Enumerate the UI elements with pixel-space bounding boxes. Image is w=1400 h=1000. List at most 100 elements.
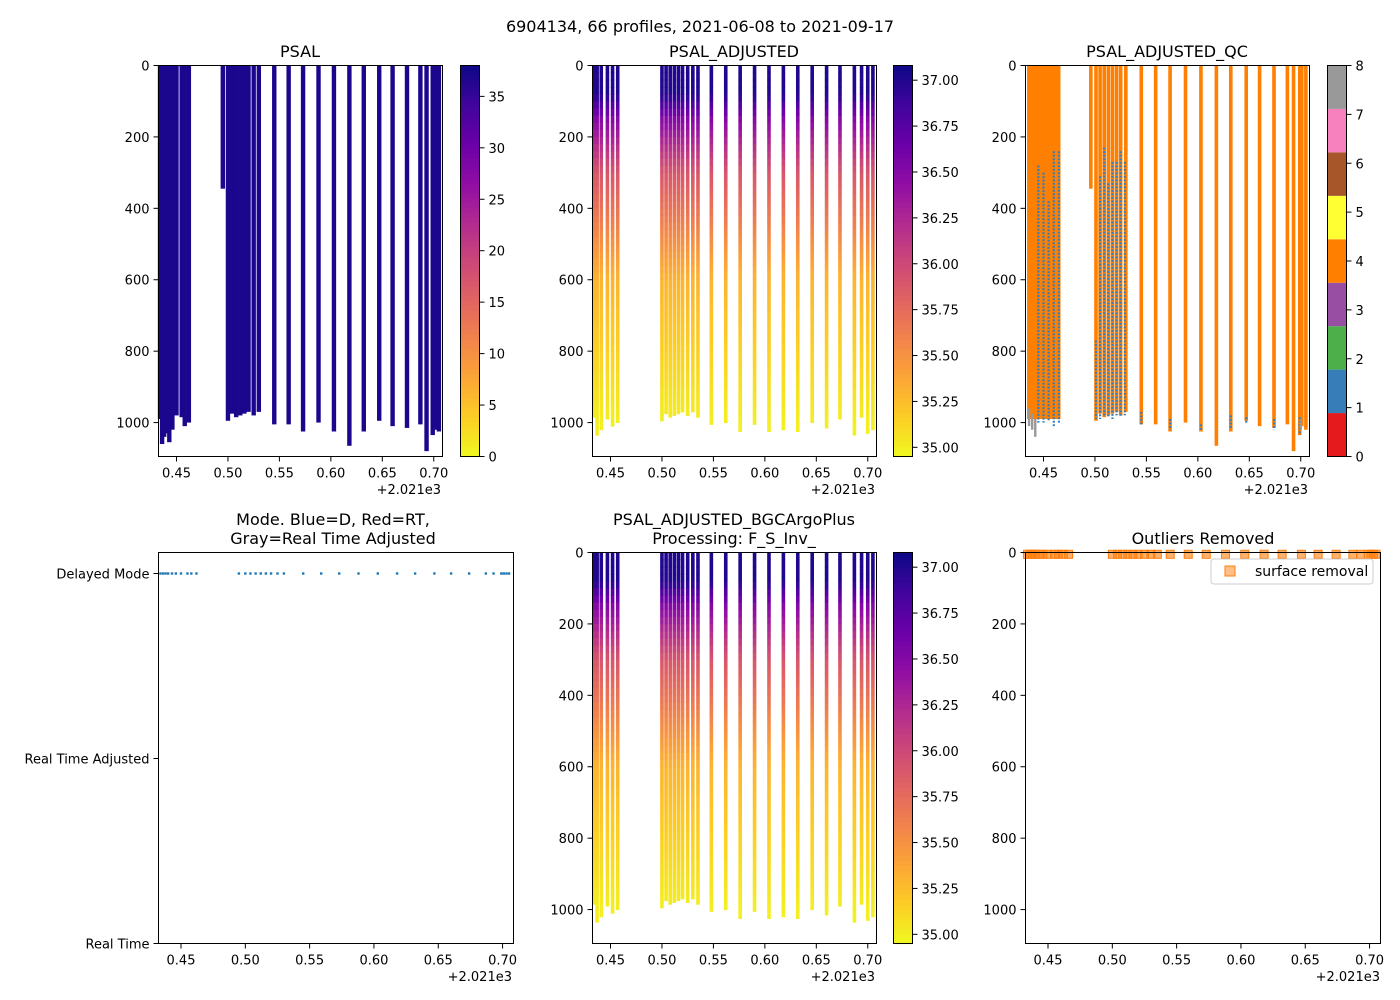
- colorbar-segment: [893, 314, 913, 321]
- profile-segment: [691, 831, 695, 839]
- profile-segment: [865, 595, 870, 603]
- profile-segment: [738, 802, 742, 811]
- profile-segment: [685, 201, 690, 209]
- profile-segment: [709, 866, 714, 875]
- profile-segment: [615, 194, 620, 202]
- profile-segment: [595, 401, 599, 409]
- profile-segment: [676, 122, 681, 131]
- profile-segment: [767, 229, 771, 238]
- profile-segment: [865, 122, 870, 131]
- profile-segment: [685, 795, 690, 803]
- profile-segment: [696, 652, 700, 661]
- profile-segment: [738, 229, 742, 238]
- profile-segment: [599, 902, 604, 911]
- profile-segment: [696, 79, 700, 88]
- profile-segment: [664, 401, 668, 409]
- x-offset-label: +2.021e3: [811, 970, 875, 985]
- profile-segment: [709, 136, 714, 145]
- profile-segment: [738, 709, 742, 718]
- profile-segment: [709, 602, 714, 611]
- profile-segment: [615, 179, 620, 188]
- profile-segment: [685, 652, 690, 661]
- profile-segment: [599, 623, 604, 632]
- profile-segment: [859, 845, 864, 853]
- profile-bar: [331, 65, 337, 432]
- profile-segment: [691, 408, 695, 413]
- colorbar-segment: [893, 933, 913, 940]
- profile-segment: [767, 823, 771, 832]
- colorbar-segment: [460, 285, 480, 291]
- outlier-point: [1259, 549, 1269, 559]
- profile-segment: [672, 602, 677, 611]
- y-tick-label: 400: [992, 689, 1017, 704]
- colorbar-segment: [460, 270, 480, 277]
- profile-segment: [709, 616, 714, 625]
- profile-segment: [859, 702, 864, 711]
- profile-segment: [615, 838, 620, 846]
- colorbar-segment: [893, 363, 913, 370]
- profile-segment: [664, 151, 668, 159]
- profile-segment: [680, 759, 685, 768]
- profile-segment: [605, 702, 610, 711]
- profile-segment: [664, 201, 668, 209]
- profile-segment: [610, 158, 615, 166]
- profile-segment: [660, 315, 664, 324]
- colorbar-segment: [893, 840, 913, 847]
- colorbar-segment: [893, 143, 913, 150]
- profile-segment: [615, 151, 620, 159]
- profile-segment: [668, 573, 672, 582]
- profile-segment: [781, 831, 786, 839]
- profile-segment: [676, 731, 681, 739]
- profile-segment: [738, 645, 742, 653]
- profile-segment: [605, 229, 610, 238]
- colorbar-segment: [893, 796, 913, 803]
- profile-segment: [668, 559, 672, 568]
- profile-segment: [664, 265, 668, 274]
- profile-segment: [865, 859, 870, 868]
- profile-segment: [723, 816, 728, 825]
- profile-segment: [723, 208, 728, 216]
- profile-segment: [660, 322, 664, 331]
- mode-point: [179, 572, 183, 575]
- colorbar-segment: [893, 660, 913, 666]
- profile-segment: [592, 372, 596, 381]
- profile-segment: [838, 616, 842, 625]
- colorbar-segment: [460, 417, 480, 423]
- profile-segment: [781, 795, 786, 803]
- profile-segment: [592, 588, 596, 596]
- profile-segment: [810, 136, 814, 145]
- profile-segment: [672, 365, 677, 374]
- profile-segment: [767, 716, 771, 725]
- colorbar-segment: [893, 767, 913, 774]
- profile-segment: [852, 738, 857, 746]
- profile-segment: [685, 738, 690, 746]
- profile-segment: [709, 745, 714, 753]
- profile-segment: [605, 573, 610, 582]
- profile-segment: [767, 609, 771, 618]
- colorbar-tick-label: 36.25: [922, 699, 959, 714]
- profile-segment: [859, 322, 864, 331]
- profile-segment: [723, 559, 728, 568]
- profile-segment: [709, 186, 714, 195]
- profile-segment: [795, 94, 800, 102]
- profile-segment: [592, 79, 596, 88]
- profile-segment: [668, 781, 672, 789]
- colorbar-segment: [893, 348, 913, 355]
- profile-segment: [599, 852, 604, 861]
- profile-segment: [668, 752, 672, 761]
- profile-segment: [660, 244, 664, 252]
- profile-segment: [599, 738, 604, 746]
- profile-segment: [668, 795, 672, 803]
- profile-segment: [599, 129, 604, 138]
- profile-segment: [605, 773, 610, 782]
- colorbar-tick-label: 3: [1356, 304, 1364, 319]
- profile-segment: [865, 873, 870, 882]
- profile-segment: [865, 236, 870, 245]
- profile-segment: [781, 552, 786, 561]
- profile-segment: [859, 673, 864, 682]
- profile-segment: [668, 809, 672, 818]
- profile-segment: [595, 322, 599, 331]
- colorbar-segment: [893, 865, 913, 871]
- colorbar-segment: [460, 402, 480, 409]
- profile-segment: [680, 329, 685, 338]
